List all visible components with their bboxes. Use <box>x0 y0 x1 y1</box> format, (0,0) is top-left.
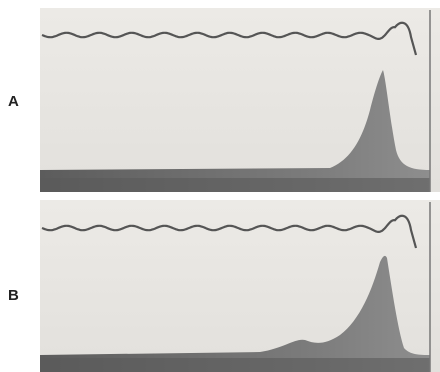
panel-a: A <box>8 8 440 192</box>
baseline-band <box>40 358 430 372</box>
figure: A B <box>0 0 440 372</box>
baseline-band <box>40 178 430 192</box>
panel-label: A <box>8 93 19 110</box>
panel-b: B <box>8 200 440 372</box>
panel-label: B <box>8 287 19 304</box>
